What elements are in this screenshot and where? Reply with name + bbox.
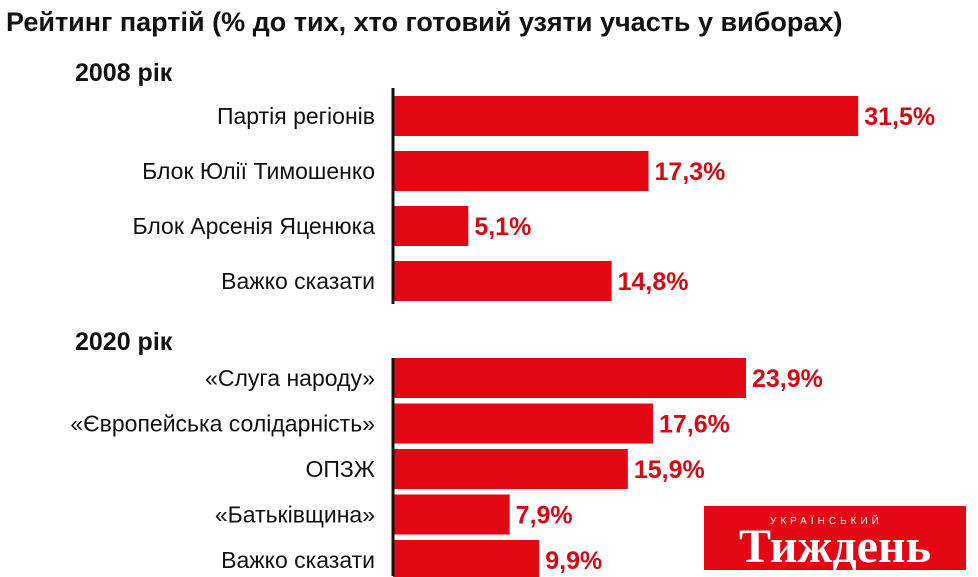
category-label: Блок Арсенія Яценюка xyxy=(133,213,376,239)
value-label: 17,6% xyxy=(659,411,730,439)
value-label: 5,1% xyxy=(474,213,531,241)
category-label: «Батьківщина» xyxy=(215,502,375,528)
value-label: 7,9% xyxy=(516,502,573,530)
value-label: 31,5% xyxy=(864,103,935,131)
tyzhden-logo: УКРАЇНСЬКИЙ Тиждень xyxy=(704,506,966,573)
bar xyxy=(393,358,747,398)
bar xyxy=(393,449,628,489)
value-label: 15,9% xyxy=(634,456,705,484)
value-label: 17,3% xyxy=(655,158,726,186)
logo-subtitle: УКРАЇНСЬКИЙ xyxy=(770,514,883,527)
bar xyxy=(393,540,540,577)
bar xyxy=(393,403,653,444)
value-label: 14,8% xyxy=(618,268,689,296)
bar xyxy=(393,96,859,136)
chart-title: Рейтинг партій (% до тих, хто готовий уз… xyxy=(6,7,842,37)
value-label: 9,9% xyxy=(545,547,602,575)
category-label: Важко сказати xyxy=(221,547,375,573)
category-label: Важко сказати xyxy=(221,268,375,294)
logo-background xyxy=(704,506,966,570)
category-label: «Слуга народу» xyxy=(205,365,375,391)
value-label: 23,9% xyxy=(752,365,823,393)
logo-wordmark: Тиждень xyxy=(739,520,931,573)
bar xyxy=(393,206,469,246)
bar xyxy=(393,261,612,301)
category-label: ОПЗЖ xyxy=(305,456,375,482)
bar xyxy=(393,151,649,191)
category-label: «Європейська солідарність» xyxy=(70,411,375,437)
group-label: 2020 рік xyxy=(75,328,173,356)
group-2: 2020 рік «Слуга народу» 23,9% «Європейська … xyxy=(70,328,823,577)
group-1: 2008 рік Партія регіонів 31,5% Блок Юлії Ти… xyxy=(75,59,935,304)
category-label: Блок Юлії Тимошенко xyxy=(142,158,375,184)
bar xyxy=(393,494,510,535)
chart-groups: 2008 рік Партія регіонів 31,5% Блок Юлії Ти… xyxy=(70,59,935,577)
group-label: 2008 рік xyxy=(75,59,173,87)
category-label: Партія регіонів xyxy=(217,103,375,129)
